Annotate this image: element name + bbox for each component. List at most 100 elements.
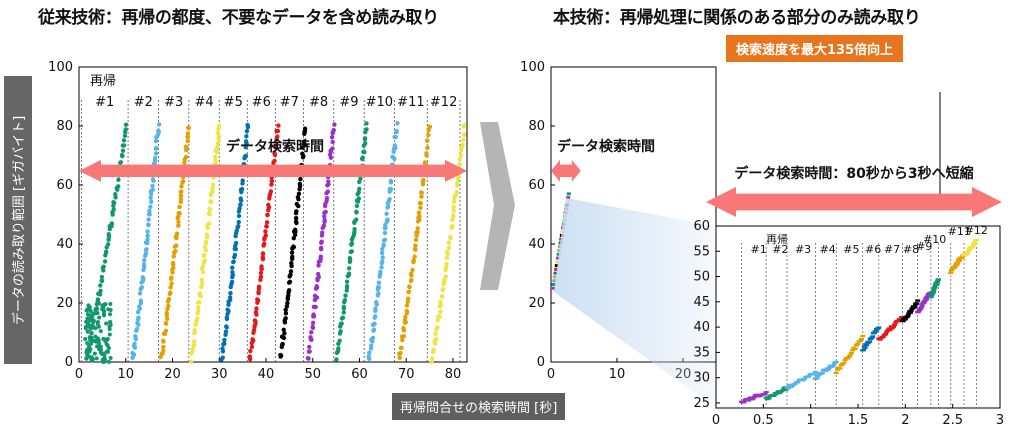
data-point-r11 — [409, 271, 414, 276]
data-point-r11 — [413, 237, 419, 243]
data-point-r6 — [265, 212, 270, 218]
recursion-label: #3 — [795, 243, 811, 256]
data-point-r12 — [462, 123, 467, 128]
data-point-r2 — [153, 151, 159, 156]
data-point-r12 — [446, 240, 452, 245]
data-point-r9 — [356, 196, 362, 201]
data-point-r7 — [296, 191, 302, 197]
data-point-r11 — [416, 210, 422, 215]
data-point-r2 — [143, 251, 149, 256]
data-point-r11 — [422, 160, 428, 165]
data-point-r11 — [401, 325, 406, 331]
y-tick-label: 20 — [528, 296, 545, 311]
data-point-r7 — [890, 325, 896, 328]
data-point-r5 — [230, 265, 235, 270]
data-point-r1-cluster — [85, 350, 90, 355]
data-point-r12 — [451, 213, 456, 218]
data-point-r9 — [363, 141, 368, 146]
data-point-r7 — [286, 288, 292, 293]
data-point-r6 — [272, 158, 277, 164]
data-point-r9 — [915, 310, 921, 314]
data-point-r3 — [184, 145, 189, 151]
data-point-r1-cluster — [88, 308, 93, 313]
short-search-time-arrow — [551, 159, 581, 182]
data-point-r10 — [372, 321, 377, 326]
data-point-r5 — [834, 368, 840, 371]
data-point-r8 — [321, 223, 327, 228]
data-point-r6 — [870, 335, 876, 338]
data-point-r3 — [787, 383, 793, 387]
recursion-label: #8 — [903, 243, 919, 256]
x-tick-label: 50 — [304, 367, 321, 382]
data-point-r9 — [919, 304, 925, 308]
data-point-r11 — [425, 145, 430, 150]
data-point-r2 — [131, 352, 137, 357]
data-point-r1-cluster — [102, 359, 107, 364]
data-point-r7 — [283, 316, 288, 321]
data-point-r5 — [852, 347, 858, 351]
data-point-r6 — [249, 344, 255, 350]
data-point-r4 — [831, 362, 837, 365]
data-point-r8 — [311, 312, 316, 317]
data-point-r1 — [106, 237, 111, 242]
data-point-r12 — [445, 251, 450, 257]
data-point-r2 — [157, 122, 162, 127]
data-point-r11 — [419, 194, 424, 199]
data-point-r2 — [149, 199, 154, 204]
data-point-r7 — [301, 139, 307, 144]
recursion-label: #9 — [916, 240, 932, 253]
search-time-label: データ検索時間 — [226, 138, 324, 155]
data-point-r9 — [923, 298, 929, 301]
data-point-r2 — [150, 183, 155, 189]
data-point-r1 — [95, 297, 101, 302]
y-tick-label: 0 — [65, 355, 73, 370]
data-point-r11 — [411, 258, 416, 263]
data-point-r5 — [231, 259, 236, 264]
data-point-r2 — [779, 389, 785, 393]
x-tick-label: 0 — [75, 367, 83, 382]
data-point-r3 — [174, 231, 180, 236]
data-point-r11 — [409, 277, 414, 283]
data-point-r8 — [313, 304, 318, 310]
data-point-r4 — [191, 342, 197, 347]
recursion-label: #6 — [252, 95, 271, 110]
data-point-r5 — [220, 355, 225, 360]
data-point-r12 — [455, 180, 460, 185]
data-point-r10 — [376, 291, 381, 296]
data-point-r6 — [263, 229, 268, 234]
data-point-r1 — [105, 242, 111, 247]
data-point-r11 — [413, 243, 418, 248]
data-point-r4 — [190, 348, 195, 353]
data-point-r1 — [101, 264, 106, 269]
data-point-r1 — [762, 392, 768, 396]
data-point-r6 — [873, 330, 879, 333]
data-point-r8 — [915, 299, 921, 302]
data-point-r5 — [233, 240, 239, 246]
data-point-r1 — [121, 143, 127, 148]
data-point-r10 — [932, 286, 938, 289]
data-point-r4 — [208, 199, 213, 204]
data-point-r1-cluster — [98, 329, 103, 334]
data-point-r5 — [236, 213, 242, 219]
data-point-r8 — [306, 356, 311, 361]
data-point-r2 — [145, 240, 150, 246]
data-point-r4 — [217, 123, 222, 128]
data-point-r9 — [354, 209, 359, 214]
data-point-r2 — [140, 275, 145, 280]
data-point-r8 — [314, 284, 319, 289]
recursion-heading: 再帰 — [766, 233, 788, 246]
data-point-r8 — [310, 325, 316, 331]
data-point-r7 — [291, 244, 296, 249]
recursion-label: #12 — [965, 224, 988, 237]
data-point-r1-cluster — [85, 312, 90, 317]
data-point-r4 — [215, 149, 220, 155]
data-point-r9 — [337, 338, 342, 344]
data-point-r11 — [404, 303, 410, 308]
recursion-label: #2 — [772, 243, 788, 256]
data-point-r1-cluster — [108, 301, 113, 306]
data-point-r7 — [280, 341, 285, 347]
data-point-r2 — [153, 146, 159, 151]
data-point-r8 — [320, 230, 325, 235]
data-point-r9 — [364, 127, 369, 132]
data-point-r2 — [141, 262, 147, 267]
